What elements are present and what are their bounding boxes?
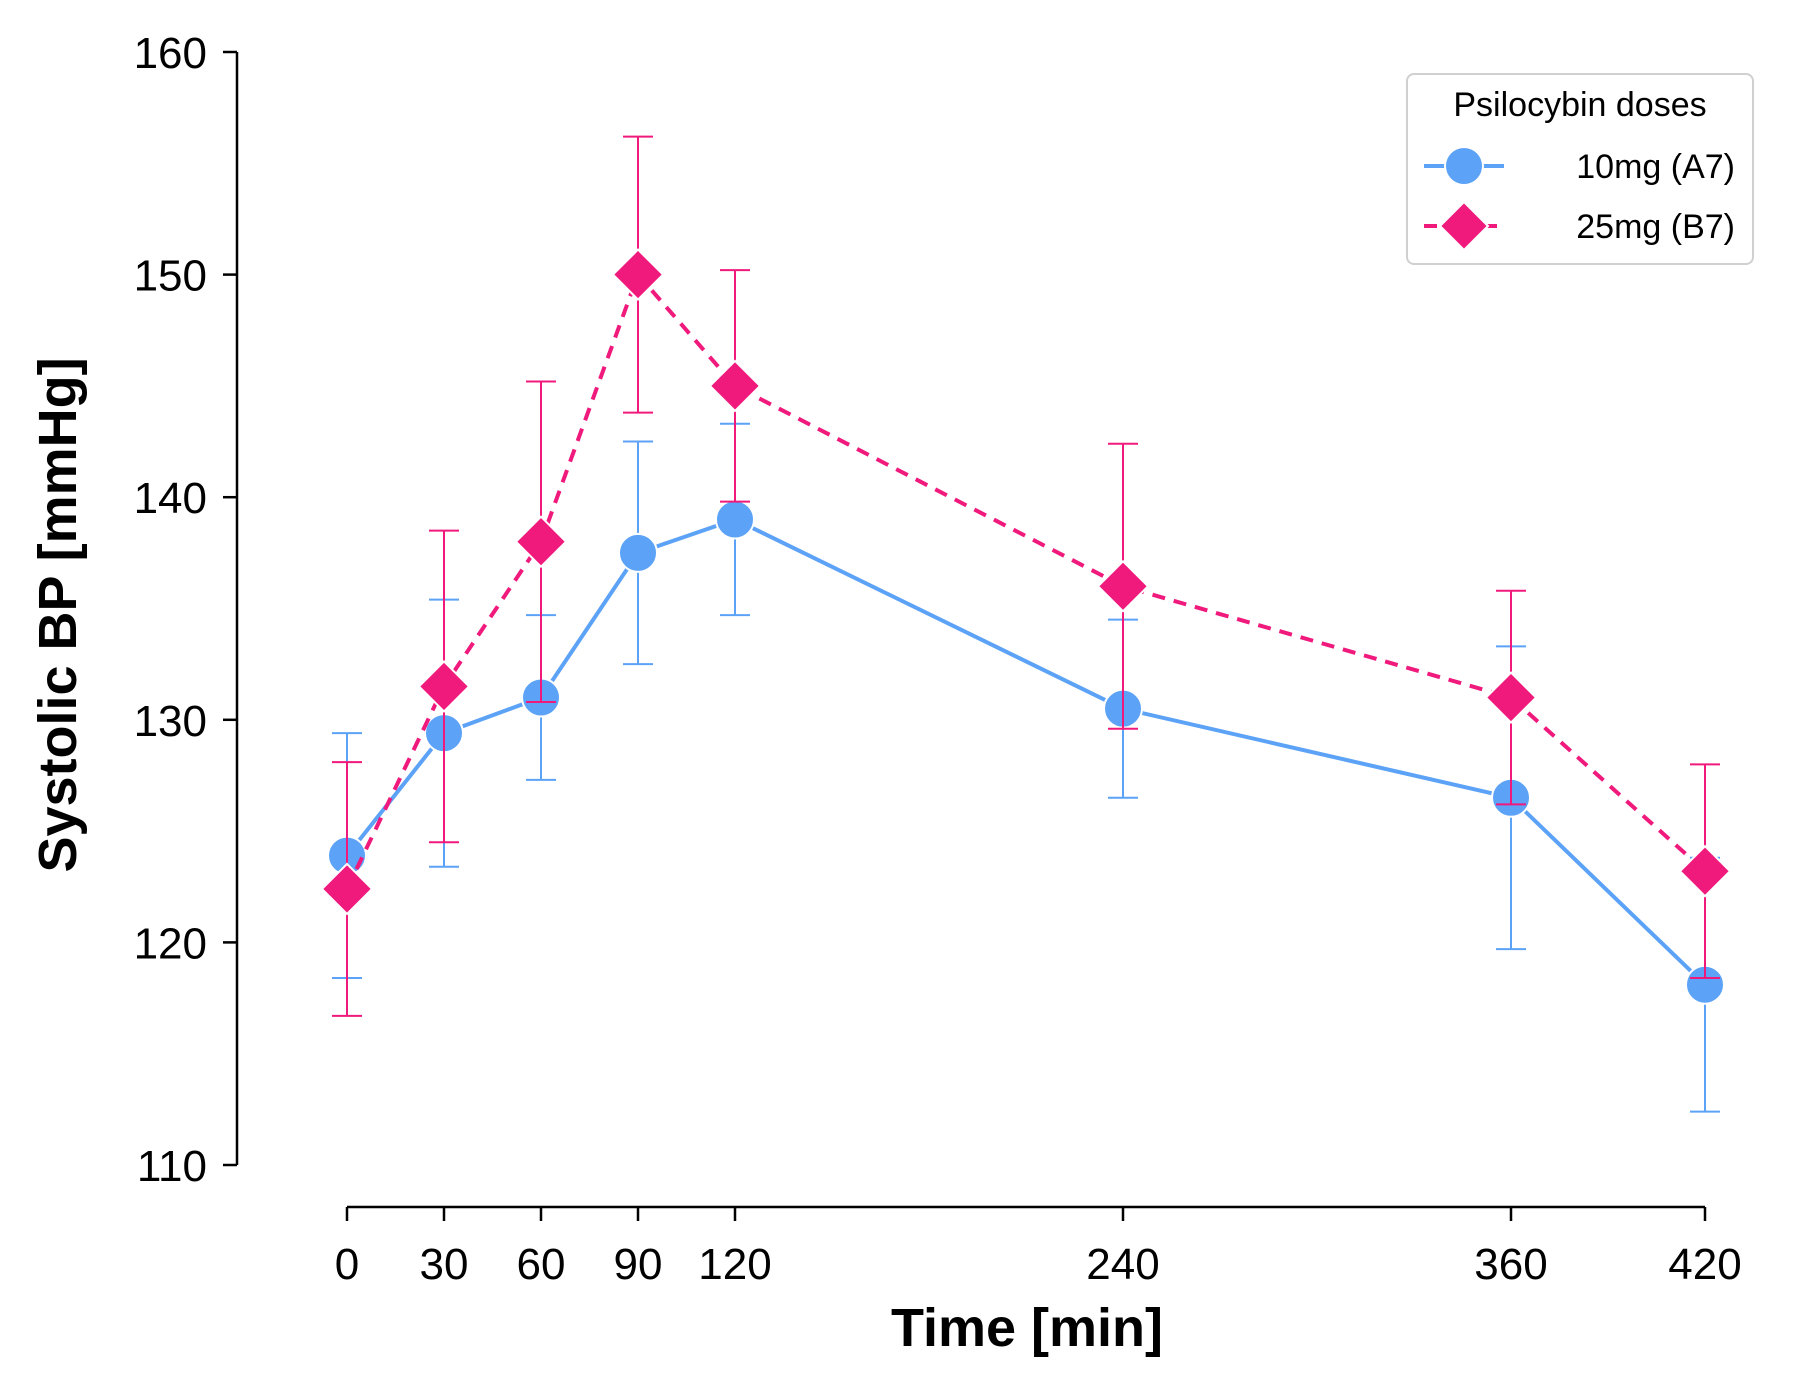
legend-entries: 10mg (A7) 25mg (B7) xyxy=(1424,146,1735,252)
x-tick-label: 120 xyxy=(698,1240,771,1289)
data-point xyxy=(1678,844,1732,898)
data-point xyxy=(417,659,471,713)
x-tick-label: 90 xyxy=(614,1240,663,1289)
series-line xyxy=(345,517,1707,987)
data-point xyxy=(715,499,755,540)
y-axis: 110 120 130 140 150 160 xyxy=(134,29,239,1191)
y-tick-label: 150 xyxy=(134,252,207,301)
series-layer xyxy=(320,135,1732,1113)
x-tick-label: 30 xyxy=(420,1240,469,1289)
legend-marker xyxy=(1444,146,1484,186)
x-axis-title: Time [min] xyxy=(891,1298,1163,1358)
legend-label: 10mg (A7) xyxy=(1576,148,1735,186)
data-point xyxy=(514,515,568,569)
y-tick-label: 110 xyxy=(137,1142,207,1191)
legend-entry: 25mg (B7) xyxy=(1424,200,1735,252)
y-axis-title: Systolic BP [mmHg] xyxy=(28,357,88,872)
legend: Psilocybin doses 10mg (A7) 25mg (B7) xyxy=(1406,73,1754,265)
y-tick-label: 160 xyxy=(134,29,207,78)
legend-title: Psilocybin doses xyxy=(1453,86,1706,124)
data-point xyxy=(611,248,665,302)
x-tick-label: 60 xyxy=(517,1240,566,1289)
legend-entry: 10mg (A7) xyxy=(1424,146,1735,186)
x-tick-label: 420 xyxy=(1668,1240,1741,1289)
legend-label: 25mg (B7) xyxy=(1576,208,1735,246)
data-point xyxy=(708,359,762,413)
x-tick-label: 240 xyxy=(1086,1240,1159,1289)
y-tick-label: 120 xyxy=(134,919,207,968)
x-tick-label: 360 xyxy=(1474,1240,1547,1289)
data-point xyxy=(1484,671,1538,724)
data-point xyxy=(1096,559,1150,613)
legend-frame xyxy=(1406,73,1754,265)
x-tick-label: 0 xyxy=(335,1240,359,1289)
series-2 xyxy=(320,135,1732,1017)
legend-marker xyxy=(1438,200,1490,252)
x-axis: 0 30 60 90 120 240 360 420 xyxy=(335,1205,1742,1289)
series-line xyxy=(345,272,1707,890)
y-tick-label: 130 xyxy=(134,697,207,746)
data-point xyxy=(320,862,374,916)
y-tick-label: 140 xyxy=(134,474,207,523)
data-point xyxy=(618,532,658,573)
